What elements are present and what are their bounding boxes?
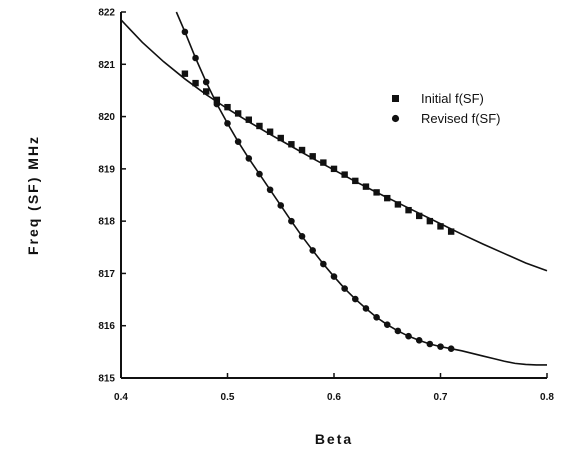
data-point-initial [309,153,316,160]
data-point-initial [213,96,221,104]
legend-label-revised: Revised f(SF) [421,111,500,126]
x-tick-label: 0.7 [434,392,448,403]
data-point-revised [426,340,434,348]
data-point-revised [373,314,380,321]
legend-marker-revised [391,114,400,123]
data-point-initial [373,189,380,196]
data-point-revised [320,260,327,268]
data-point-revised [288,217,295,225]
y-tick-label: 817 [98,269,115,280]
data-point-initial [288,141,295,148]
x-tick-label: 0.8 [540,392,554,403]
data-point-initial [330,165,338,173]
data-point-revised [341,285,348,292]
x-axis-title: Beta [315,431,353,447]
data-point-revised [224,120,231,127]
data-point-initial [224,103,231,111]
data-point-initial [437,223,444,230]
data-point-revised [202,78,210,86]
axes [120,12,547,379]
data-point-initial [234,110,242,117]
x-tick-label: 0.5 [221,392,235,403]
data-point-revised [256,170,263,178]
data-point-initial [266,128,274,135]
data-point-initial [416,212,423,220]
series-line-initial [120,19,548,272]
data-point-initial [394,201,402,208]
data-point-initial [362,183,370,190]
y-axis-title: Freq (SF) MHz [25,135,41,255]
x-ticks: 0.4 0.5 0.6 0.7 0.8 [114,373,554,403]
data-point-revised [447,345,455,353]
y-tick-label: 816 [98,321,115,332]
data-point-initial [352,177,359,185]
y-tick-label: 822 [98,8,115,19]
data-point-revised [213,100,221,108]
data-point-initial [426,217,434,225]
data-point-initial [320,159,327,166]
data-point-revised [383,321,391,328]
data-point-initial [405,206,412,214]
legend-label-initial: Initial f(SF) [421,91,484,106]
data-point-revised [181,28,189,36]
data-point-revised [309,247,317,254]
x-tick-label: 0.4 [114,392,128,403]
y-tick-label: 821 [98,60,115,71]
data-point-revised [352,295,359,303]
data-point-initial [203,88,210,95]
data-point-revised [415,337,423,344]
data-point-initial [384,194,391,202]
y-tick-label: 818 [98,217,115,228]
y-ticks: 815 816 817 818 819 820 821 822 [98,8,126,385]
data-point-revised [362,305,370,312]
data-point-revised [437,343,444,350]
data-point-initial [181,70,189,77]
legend-marker-initial [392,95,399,102]
data-point-revised [234,138,242,145]
series-line-revised [175,11,547,366]
y-tick-label: 819 [98,164,115,175]
data-point-initial [192,79,199,87]
data-point-revised [192,54,199,62]
data-point-revised [330,273,338,280]
data-point-initial [245,116,252,123]
data-point-revised [298,233,306,240]
legend: Initial f(SF) Revised f(SF) [391,91,500,126]
data-point-revised [266,186,274,194]
data-point-initial [277,134,284,142]
data-point-revised [394,327,402,335]
data-point-initial [341,171,348,178]
data-point-revised [277,202,285,209]
series-layer [120,11,548,366]
data-point-revised [405,332,412,340]
data-point-initial [447,228,455,235]
data-point-initial [256,122,263,130]
y-tick-label: 815 [98,374,115,385]
x-tick-label: 0.6 [327,392,341,403]
data-point-revised [245,155,253,162]
data-point-initial [298,146,306,154]
y-tick-label: 820 [98,112,115,123]
